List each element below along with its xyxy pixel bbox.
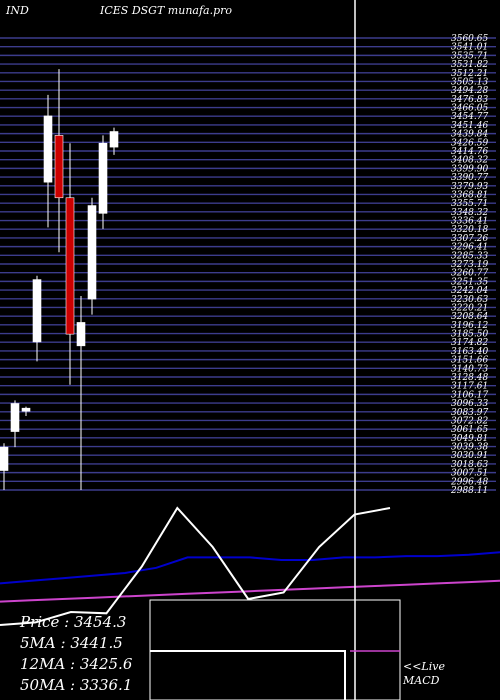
price-tick-label: 3018.63 [451,460,488,470]
price-tick-label: 3531.82 [451,60,488,70]
price-tick-label: 3230.63 [451,295,488,305]
price-tick-label: 3030.91 [451,451,488,461]
price-gridlines [0,37,496,491]
bull-candle [76,322,86,347]
chart-title-left: IND [6,4,29,17]
stat-12ma-value: 3425.6 [79,655,133,673]
stat-price: Price : 3454.3 [20,613,127,631]
bull-candle [109,131,119,148]
bear-candle [65,197,75,335]
price-tick-label: 3251.35 [451,277,488,287]
candlesticks [0,69,119,490]
price-tick-label: 3072.82 [451,416,488,426]
price-tick-label: 3368.81 [451,190,488,200]
price-tick-label: 3414.76 [451,147,488,157]
stat-50ma-value: 3336.1 [79,676,133,694]
bull-candle [43,115,53,183]
bull-candle [32,279,42,343]
stat-5ma-label: 5MA [20,634,56,652]
price-tick-label: 3476.83 [451,95,488,105]
price-tick-label: 3494.28 [451,86,488,96]
price-tick-label: 3007.51 [451,469,488,479]
price-tick-label: 3390.77 [451,173,488,183]
price-tick-label: 3535.71 [451,51,488,61]
stat-5ma-value: 3441.5 [70,634,123,652]
price-tick-label: 3560.65 [451,34,488,44]
stat-50ma: 50MA : 3336.1 [20,676,133,694]
price-tick-label: 3348.32 [451,208,488,218]
macd-label-text: MACD [403,674,440,687]
price-tick-label: 3140.73 [451,364,488,374]
price-tick-label: 3163.40 [451,347,488,357]
bull-candle [87,205,97,300]
bull-candle [0,446,9,471]
stat-50ma-label: 50MA [20,676,66,694]
price-tick-label: 3512.21 [451,69,488,79]
price-tick-label: 3307.26 [451,234,488,244]
lower-indicators [0,506,500,626]
price-tick-label: 3439.84 [451,130,488,140]
price-tick-label: 3273.19 [451,260,488,270]
price-tick-label: 3220.21 [451,303,488,313]
price-tick-label: 3208.64 [451,312,488,322]
stat-5ma: 5MA : 3441.5 [20,634,123,652]
price-tick-labels: 3560.653541.013535.713531.823512.213505.… [450,34,488,496]
price-tick-label: 3117.61 [451,382,488,392]
macd-line [150,650,346,700]
price-tick-label: 3260.77 [451,269,488,279]
chart-title-right: ICES DSGT munafa.pro [100,4,233,17]
price-tick-label: 3320.18 [451,225,488,235]
stat-12ma-label: 12MA [20,655,66,673]
price-tick-label: 3174.82 [451,338,488,348]
price-tick-label: 3151.66 [451,356,488,366]
stat-12ma: 12MA : 3425.6 [20,655,133,673]
price-tick-label: 3096.33 [451,399,488,409]
price-tick-label: 3541.01 [451,43,488,53]
price-tick-label: 3451.46 [451,121,488,131]
bear-candle [54,135,64,199]
ma-fast-line [0,551,500,585]
price-tick-label: 3454.77 [451,112,488,122]
price-tick-label: 3285.33 [451,251,488,261]
price-tick-label: 3083.97 [451,408,488,418]
price-tick-label: 3242.04 [451,286,488,296]
price-tick-label: 3408.32 [451,156,488,166]
macd-label: <<Live MACD [403,660,463,688]
price-tick-label: 3049.81 [451,434,488,444]
price-tick-label: 2996.48 [450,477,488,487]
price-tick-label: 3336.41 [451,217,488,227]
price-tick-label: 3128.48 [451,373,488,383]
ma-slow-line [0,579,500,603]
bull-candle [98,142,108,214]
price-tick-label: 3505.13 [451,77,488,87]
price-tick-label: 3296.41 [451,243,488,253]
stat-price-label: Price [20,613,60,631]
price-tick-label: 3185.50 [451,330,488,340]
price-tick-label: 3426.59 [451,138,488,148]
bull-candle [10,403,20,432]
stats-panel: Price : 3454.3 5MA : 3441.5 12MA : 3425.… [20,612,150,696]
price-tick-label: 3196.12 [451,321,488,331]
price-tick-label: 3061.65 [451,425,488,435]
price-tick-label: 3399.90 [451,164,488,174]
bull-candle [21,407,31,412]
price-tick-label: 3355.71 [451,199,488,209]
stat-price-value: 3454.3 [73,613,127,631]
price-tick-label: 2988.11 [450,486,488,496]
macd-label-live: <<Live [403,660,445,673]
price-tick-label: 3379.93 [451,182,488,192]
price-tick-label: 3466.05 [451,104,488,114]
price-tick-label: 3106.17 [451,390,488,400]
oscillator-line [0,506,391,626]
price-tick-label: 3039.38 [451,443,488,453]
